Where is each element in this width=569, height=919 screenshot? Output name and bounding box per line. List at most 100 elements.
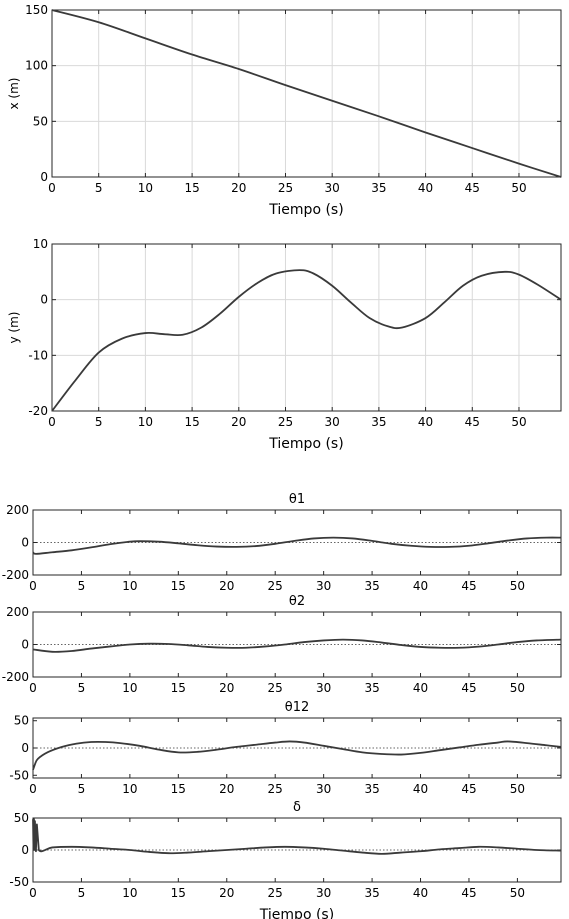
x-tick-label: 5 xyxy=(78,782,86,796)
y-tick-label: 0 xyxy=(21,536,29,550)
x-tick-label: 5 xyxy=(78,886,86,900)
x-tick-label: 45 xyxy=(465,181,480,195)
axes-box xyxy=(51,243,562,412)
x-tick-label: 10 xyxy=(122,681,137,695)
y-axis-label: y (m) xyxy=(7,312,21,344)
x-tick-label: 50 xyxy=(510,579,525,593)
x-tick-label: 0 xyxy=(48,181,56,195)
x-tick-label: 40 xyxy=(413,579,428,593)
x-tick-label: 40 xyxy=(413,886,428,900)
x-tick-label: 30 xyxy=(316,886,331,900)
x-tick-label: 35 xyxy=(364,579,379,593)
subplot-title: θ2 xyxy=(289,594,305,609)
y-tick-label: 0 xyxy=(21,843,29,857)
x-tick-label: 35 xyxy=(364,681,379,695)
x-tick-label: 0 xyxy=(29,782,37,796)
x-tick-label: 45 xyxy=(461,782,476,796)
x-tick-label: 40 xyxy=(413,782,428,796)
x-tick-label: 25 xyxy=(278,181,293,195)
x-tick-label: 0 xyxy=(29,886,37,900)
x-tick-label: 35 xyxy=(364,782,379,796)
x-tick-label: 0 xyxy=(29,681,37,695)
x-tick-label: 10 xyxy=(122,579,137,593)
y-tick-label: -200 xyxy=(2,670,29,684)
axes-box xyxy=(51,9,562,178)
y-tick-label: 100 xyxy=(25,59,48,73)
x-tick-label: 30 xyxy=(325,181,340,195)
x-tick-label: 30 xyxy=(316,782,331,796)
y-tick-label: -200 xyxy=(2,568,29,582)
y-tick-label: 0 xyxy=(40,293,48,307)
x-tick-label: 5 xyxy=(95,415,103,429)
x-tick-label: 10 xyxy=(138,181,153,195)
x-tick-label: 40 xyxy=(418,415,433,429)
y-tick-label: -10 xyxy=(28,348,48,362)
y-tick-label: 200 xyxy=(6,605,29,619)
subplot-title: δ xyxy=(293,800,301,815)
x-axis-label: Tiempo (s) xyxy=(259,907,334,919)
x-tick-label: 50 xyxy=(511,181,526,195)
series-line-1 xyxy=(32,740,562,771)
x-tick-label: 20 xyxy=(231,181,246,195)
x-tick-label: 5 xyxy=(95,181,103,195)
y-tick-label: 200 xyxy=(6,503,29,517)
x-tick-label: 20 xyxy=(219,579,234,593)
x-tick-label: 5 xyxy=(78,681,86,695)
x-tick-label: 40 xyxy=(413,681,428,695)
y-tick-label: -50 xyxy=(9,768,29,782)
x-axis-label: Tiempo (s) xyxy=(268,202,343,218)
y-tick-label: 150 xyxy=(25,3,48,17)
x-tick-label: 40 xyxy=(418,181,433,195)
x-tick-label: 25 xyxy=(268,782,283,796)
x-tick-label: 45 xyxy=(461,579,476,593)
y-tick-label: 50 xyxy=(14,714,29,728)
x-tick-label: 0 xyxy=(48,415,56,429)
x-tick-label: 15 xyxy=(184,181,199,195)
x-tick-label: 45 xyxy=(465,415,480,429)
x-tick-label: 25 xyxy=(278,415,293,429)
y-tick-label: -50 xyxy=(9,875,29,889)
x-tick-label: 45 xyxy=(461,886,476,900)
y-tick-label: 0 xyxy=(21,741,29,755)
y-axis-label: x (m) xyxy=(7,78,21,110)
x-tick-label: 10 xyxy=(122,886,137,900)
x-tick-label: 5 xyxy=(78,579,86,593)
series-line-1 xyxy=(32,536,562,555)
x-tick-label: 15 xyxy=(171,681,186,695)
x-tick-label: 15 xyxy=(184,415,199,429)
x-tick-label: 35 xyxy=(371,181,386,195)
subplot-title: θ1 xyxy=(289,492,305,507)
y-tick-label: 0 xyxy=(40,170,48,184)
x-tick-label: 10 xyxy=(122,782,137,796)
x-tick-label: 20 xyxy=(219,681,234,695)
subplot-2: 0 5 10 15 20 25 30 35 40 45 50 -20 -10 0 10 Tiempo (s) y… xyxy=(7,237,562,452)
x-tick-label: 35 xyxy=(364,886,379,900)
y-tick-label: 10 xyxy=(33,237,48,251)
x-tick-label: 20 xyxy=(231,415,246,429)
series-line-1 xyxy=(51,9,562,178)
series-line-1 xyxy=(51,269,562,412)
x-tick-label: 15 xyxy=(171,886,186,900)
x-tick-label: 20 xyxy=(219,886,234,900)
x-tick-label: 25 xyxy=(268,579,283,593)
x-tick-label: 15 xyxy=(171,579,186,593)
x-tick-label: 50 xyxy=(511,415,526,429)
y-tick-label: -20 xyxy=(28,404,48,418)
x-tick-label: 15 xyxy=(171,782,186,796)
x-axis-label: Tiempo (s) xyxy=(268,436,343,452)
x-tick-label: 0 xyxy=(29,579,37,593)
subplot-1: 0 5 10 15 20 25 30 35 40 45 50 0 50 100 150 Tiempo (s) x… xyxy=(7,3,562,218)
x-tick-label: 30 xyxy=(316,681,331,695)
x-tick-label: 50 xyxy=(510,681,525,695)
x-tick-label: 30 xyxy=(316,579,331,593)
x-tick-label: 45 xyxy=(461,681,476,695)
y-tick-label: 50 xyxy=(33,114,48,128)
subplot-title: θ12 xyxy=(285,700,310,715)
series-line-1 xyxy=(32,818,562,855)
series-line-1 xyxy=(32,638,562,653)
